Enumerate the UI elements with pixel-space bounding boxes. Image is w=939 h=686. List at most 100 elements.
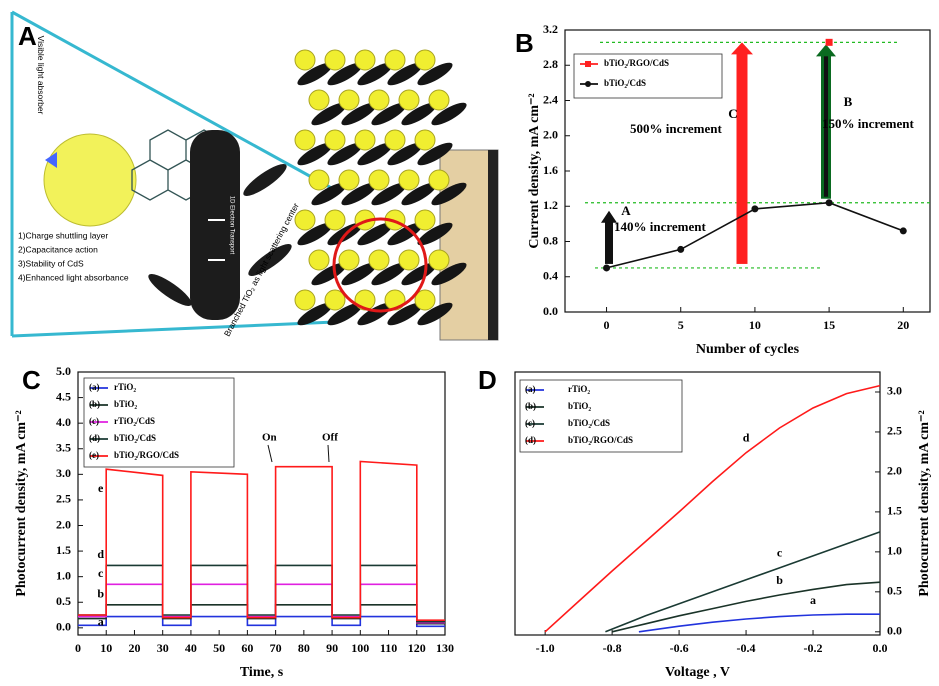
annotation-pointer bbox=[268, 445, 272, 462]
legend-label: bTiO₂/CdS bbox=[604, 78, 646, 88]
nanoparticle bbox=[415, 50, 435, 70]
y-tick-label: 4.0 bbox=[56, 415, 71, 429]
nanoparticle bbox=[385, 50, 405, 70]
legend-key: (c) bbox=[525, 418, 535, 428]
nanoparticle bbox=[355, 130, 375, 150]
nanoparticle bbox=[325, 50, 345, 70]
x-tick-label: -0.8 bbox=[603, 641, 622, 655]
nanoparticle bbox=[429, 90, 449, 110]
curve-label: d bbox=[97, 547, 104, 561]
nanoparticle bbox=[415, 130, 435, 150]
nanoparticle bbox=[295, 210, 315, 230]
legend-label: bTiO₂ bbox=[114, 399, 137, 409]
nanoparticle bbox=[399, 170, 419, 190]
marker bbox=[677, 246, 684, 253]
y-axis-label: Photocurrent density, mA cm⁻² bbox=[14, 410, 29, 596]
y-tick-label: 3.0 bbox=[56, 466, 71, 480]
nanoparticle bbox=[399, 250, 419, 270]
diagram-text: 2)Capacitance action bbox=[18, 244, 98, 254]
nanoparticle bbox=[355, 50, 375, 70]
legend-label: bTiO₂/RGO/CdS bbox=[604, 58, 669, 68]
y-tick-label: 1.5 bbox=[56, 543, 71, 557]
nanoparticle bbox=[385, 130, 405, 150]
nanoparticle bbox=[369, 250, 389, 270]
annotation-text: 140% increment bbox=[614, 219, 706, 234]
x-tick-label: 120 bbox=[408, 641, 426, 655]
series-line bbox=[612, 582, 880, 632]
marker bbox=[826, 39, 833, 46]
annotation-pointer bbox=[328, 445, 329, 462]
diagram-text: 3)Stability of CdS bbox=[18, 258, 84, 268]
legend-key: (a) bbox=[525, 384, 536, 394]
panel-label: A bbox=[18, 21, 37, 51]
curve-label: d bbox=[743, 430, 750, 444]
y-tick-label: 2.5 bbox=[887, 424, 902, 438]
legend-label: bTiO₂/CdS bbox=[568, 418, 610, 428]
nanoparticle bbox=[325, 210, 345, 230]
y-tick-label: 2.8 bbox=[543, 57, 558, 71]
x-axis-label: Time, s bbox=[240, 665, 284, 680]
x-tick-label: 30 bbox=[157, 641, 169, 655]
figure: Visible light absorber 1)Charge shuttlin… bbox=[0, 0, 939, 686]
nanoparticle bbox=[339, 250, 359, 270]
legend-key: (a) bbox=[89, 382, 100, 392]
panel-label: C bbox=[22, 365, 41, 395]
annotation-letter: A bbox=[621, 203, 631, 218]
y-tick-label: 1.5 bbox=[887, 504, 902, 518]
y-tick-label: 0.0 bbox=[543, 304, 558, 318]
y-tick-label: 3.2 bbox=[543, 22, 558, 36]
nanoparticle bbox=[295, 130, 315, 150]
plot-frame bbox=[515, 372, 880, 635]
diagram-text: 4)Enhanced light absorbance bbox=[18, 272, 129, 282]
nanoparticle bbox=[369, 170, 389, 190]
legend-marker bbox=[585, 61, 591, 67]
x-tick-label: 40 bbox=[185, 641, 197, 655]
x-tick-label: 90 bbox=[326, 641, 338, 655]
x-tick-label: 5 bbox=[678, 318, 684, 332]
nanoparticle bbox=[369, 90, 389, 110]
nanoparticle bbox=[429, 170, 449, 190]
annotation: Off bbox=[322, 432, 338, 444]
nanoparticle bbox=[295, 290, 315, 310]
annotation-text: 500% increment bbox=[630, 121, 722, 136]
y-tick-label: 0.4 bbox=[543, 269, 558, 283]
marker bbox=[900, 227, 907, 234]
series-line bbox=[78, 565, 445, 621]
x-axis-label: Voltage , V bbox=[665, 665, 730, 680]
annotation-text: 150% increment bbox=[822, 116, 914, 131]
nanoparticle bbox=[339, 170, 359, 190]
legend-marker bbox=[585, 81, 591, 87]
y-tick-label: 0.0 bbox=[56, 620, 71, 634]
marker bbox=[826, 199, 833, 206]
nanoparticle bbox=[309, 250, 329, 270]
y-axis-label: Photocurrent density, mA cm⁻² bbox=[917, 410, 932, 596]
legend-label: bTiO₂/CdS bbox=[114, 433, 156, 443]
legend-label: rTiO₂ bbox=[114, 382, 136, 392]
x-tick-label: 20 bbox=[897, 318, 909, 332]
curve-label: c bbox=[98, 566, 104, 580]
annotation: On bbox=[262, 432, 277, 444]
legend-key: (c) bbox=[89, 416, 99, 426]
y-tick-label: 1.6 bbox=[543, 163, 558, 177]
nanoparticle bbox=[325, 130, 345, 150]
legend-key: (e) bbox=[89, 450, 99, 460]
y-tick-label: 3.5 bbox=[56, 441, 71, 455]
y-tick-label: 1.2 bbox=[543, 198, 558, 212]
panel-label: D bbox=[478, 365, 497, 395]
y-tick-label: 3.0 bbox=[887, 384, 902, 398]
curve-label: e bbox=[98, 481, 104, 495]
curve-label: b bbox=[97, 587, 104, 601]
legend-label: rTiO₂/CdS bbox=[114, 416, 155, 426]
y-tick-label: 2.4 bbox=[543, 92, 558, 106]
branch bbox=[240, 159, 291, 200]
nanoparticle bbox=[309, 90, 329, 110]
nanoparticle bbox=[339, 90, 359, 110]
x-tick-label: 110 bbox=[380, 641, 397, 655]
legend-key: (b) bbox=[89, 399, 100, 409]
arrow-shaft bbox=[737, 52, 748, 264]
y-tick-label: 0.5 bbox=[887, 584, 902, 598]
x-tick-label: 0.0 bbox=[873, 641, 888, 655]
annotation-letter: C bbox=[728, 106, 737, 121]
x-tick-label: 50 bbox=[213, 641, 225, 655]
y-tick-label: 2.5 bbox=[56, 492, 71, 506]
